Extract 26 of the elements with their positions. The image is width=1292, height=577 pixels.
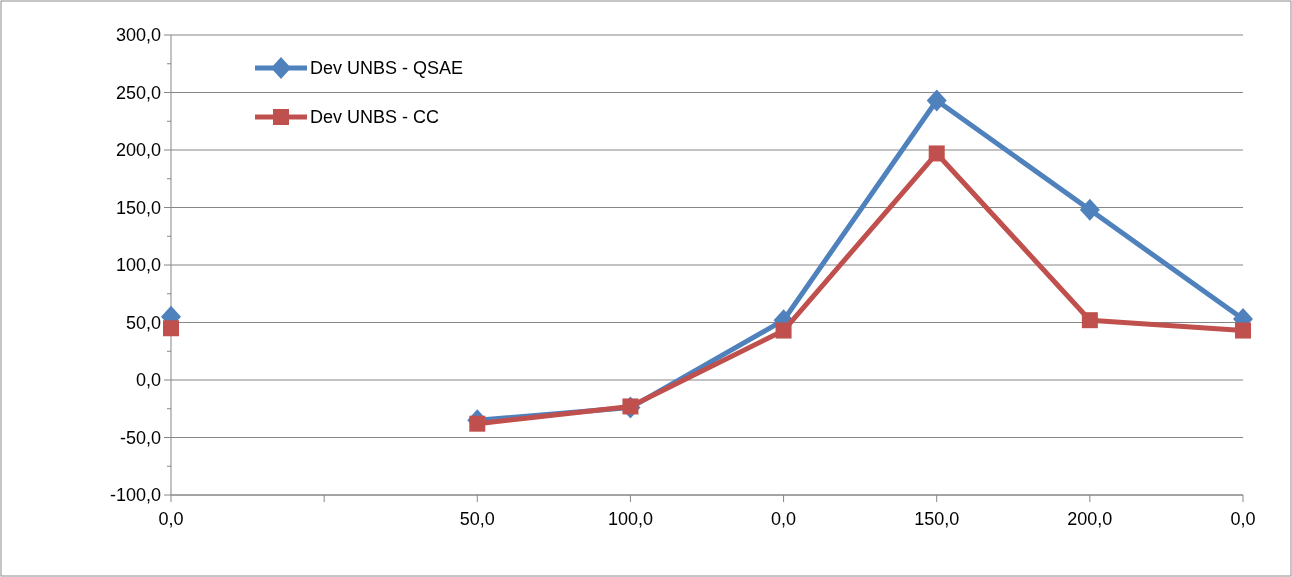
y-tick-label: 50,0	[125, 312, 161, 333]
x-tick-label: 0,0	[1230, 509, 1256, 529]
legend-label: Dev UNBS - CC	[310, 107, 440, 128]
point	[469, 415, 486, 432]
x-tick-label: 0,0	[158, 509, 184, 529]
y-tick-label: 150,0	[115, 197, 161, 218]
y-tick-label: 100,0	[115, 255, 161, 276]
x-tick-label: 100,0	[607, 509, 653, 529]
legend-label: Dev UNBS - QSAE	[310, 58, 464, 79]
x-tick-label: 200,0	[1067, 509, 1113, 529]
x-tick-label: 150,0	[914, 509, 960, 529]
point	[1081, 312, 1098, 329]
y-tick-label: 250,0	[115, 82, 161, 103]
y-tick-label: 0,0	[135, 370, 161, 391]
x-tick-label: 0,0	[771, 509, 797, 529]
x-tick-label: 50,0	[459, 509, 495, 529]
point	[775, 322, 792, 339]
y-tick-label: 300,0	[115, 25, 161, 46]
point	[926, 89, 947, 112]
point	[1079, 198, 1100, 221]
point	[163, 320, 179, 337]
y-tick-label: 200,0	[115, 140, 161, 161]
point	[1235, 322, 1251, 339]
y-tick-label: -50,0	[119, 427, 161, 448]
y-tick-label: -100,0	[109, 485, 161, 506]
point	[928, 145, 945, 162]
